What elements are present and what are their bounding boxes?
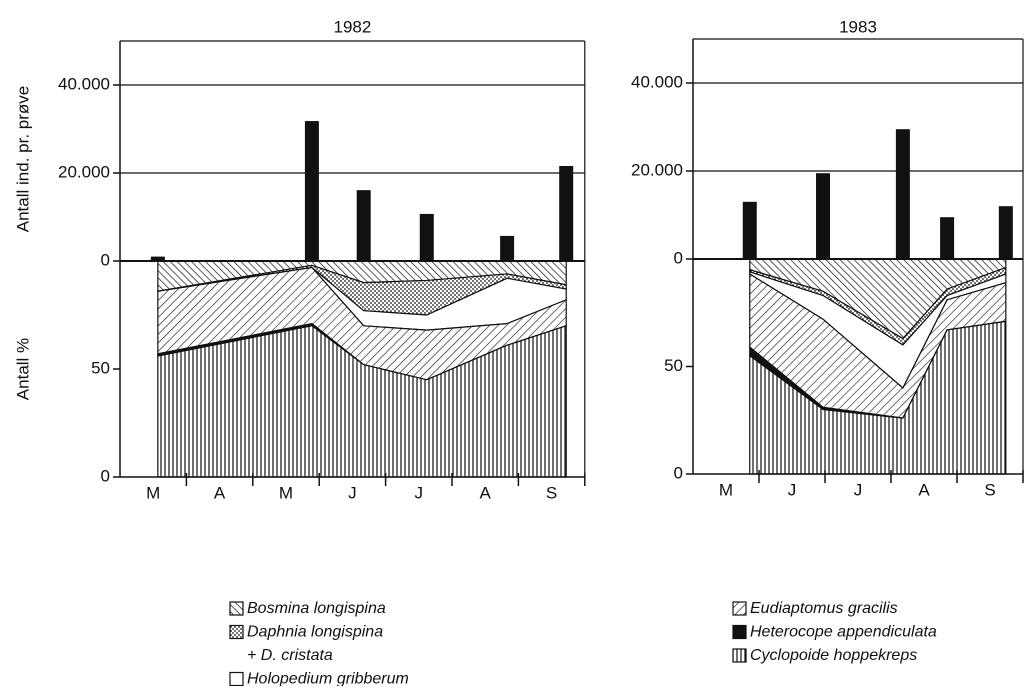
legend-item: Heterocope appendiculata (732, 624, 937, 641)
legend-item: Bosmina longispina (229, 600, 386, 617)
x-tick-label: A (480, 483, 492, 502)
x-tick-label: J (415, 483, 424, 502)
y2-tick-label: 50 (664, 356, 683, 375)
x-tick-label: J (788, 480, 797, 499)
bar (500, 235, 515, 261)
chart-title: 1982 (333, 17, 371, 36)
legend-item: Holopedium gribberum+ Diaphanosoma brach… (229, 671, 409, 688)
legend-label: Eudiaptomus gracilis (750, 600, 898, 617)
y2-tick-label: 0 (674, 463, 683, 482)
x-tick-label: S (546, 483, 557, 502)
bar (895, 129, 910, 259)
x-tick-label: J (854, 480, 863, 499)
legend-item: Eudiaptomus gracilis (732, 600, 898, 617)
y-tick-label: 20.000 (631, 160, 683, 179)
bar (419, 213, 434, 261)
legend-label: Heterocope appendiculata (750, 624, 937, 641)
bar (559, 165, 574, 261)
x-tick-label: S (984, 480, 995, 499)
bar (742, 201, 757, 259)
y-tick-label: 0 (101, 250, 110, 269)
x-tick-label: J (348, 483, 357, 502)
y-tick-label: 40.000 (58, 74, 110, 93)
bar (150, 256, 165, 261)
y2-axis-label: Antall % (13, 338, 32, 400)
x-tick-label: A (918, 480, 930, 499)
legend-label: Holopedium gribberum (247, 671, 409, 686)
legend-swatch (229, 601, 244, 616)
legend-label: Cyclopoide hoppekreps (750, 647, 917, 664)
x-tick-label: M (719, 480, 733, 499)
bar (998, 206, 1013, 259)
y-tick-label: 40.000 (631, 72, 683, 91)
legend-label-extra: + D. cristata (247, 647, 333, 664)
legend-item: Daphnia longispina + D. cristata (229, 624, 383, 664)
y2-tick-label: 0 (101, 466, 110, 485)
legend-swatch (732, 624, 747, 640)
panel: 1982 Antall ind. pr. prøve Antall % 0 20.000… (13, 17, 586, 502)
bar (940, 217, 955, 259)
legend-label: Bosmina longispina (247, 600, 386, 617)
y2-tick-label: 50 (91, 358, 110, 377)
legend-swatch (732, 648, 747, 663)
y-tick-label: 20.000 (58, 162, 110, 181)
x-tick-label: M (279, 483, 293, 502)
legend-swatch (732, 601, 747, 616)
bar (816, 173, 831, 259)
y-axis-label: Antall ind. pr. prøve (13, 86, 32, 232)
y-tick-label: 0 (674, 248, 683, 267)
x-tick-label: M (146, 483, 160, 502)
x-tick-label: A (214, 483, 226, 502)
panel: 1983 0 20.000 40.000 0 50 M J J A S (631, 17, 1024, 499)
legend-item: Cyclopoide hoppekreps (732, 647, 917, 664)
legend-swatch (229, 624, 244, 640)
legend: Bosmina longispina Daphnia longispina + D.… (229, 600, 937, 688)
legend-swatch (229, 671, 244, 687)
chart-title: 1983 (839, 17, 877, 36)
bar (304, 121, 319, 261)
bar (356, 190, 371, 261)
legend-label: Daphnia longispina (247, 624, 383, 641)
